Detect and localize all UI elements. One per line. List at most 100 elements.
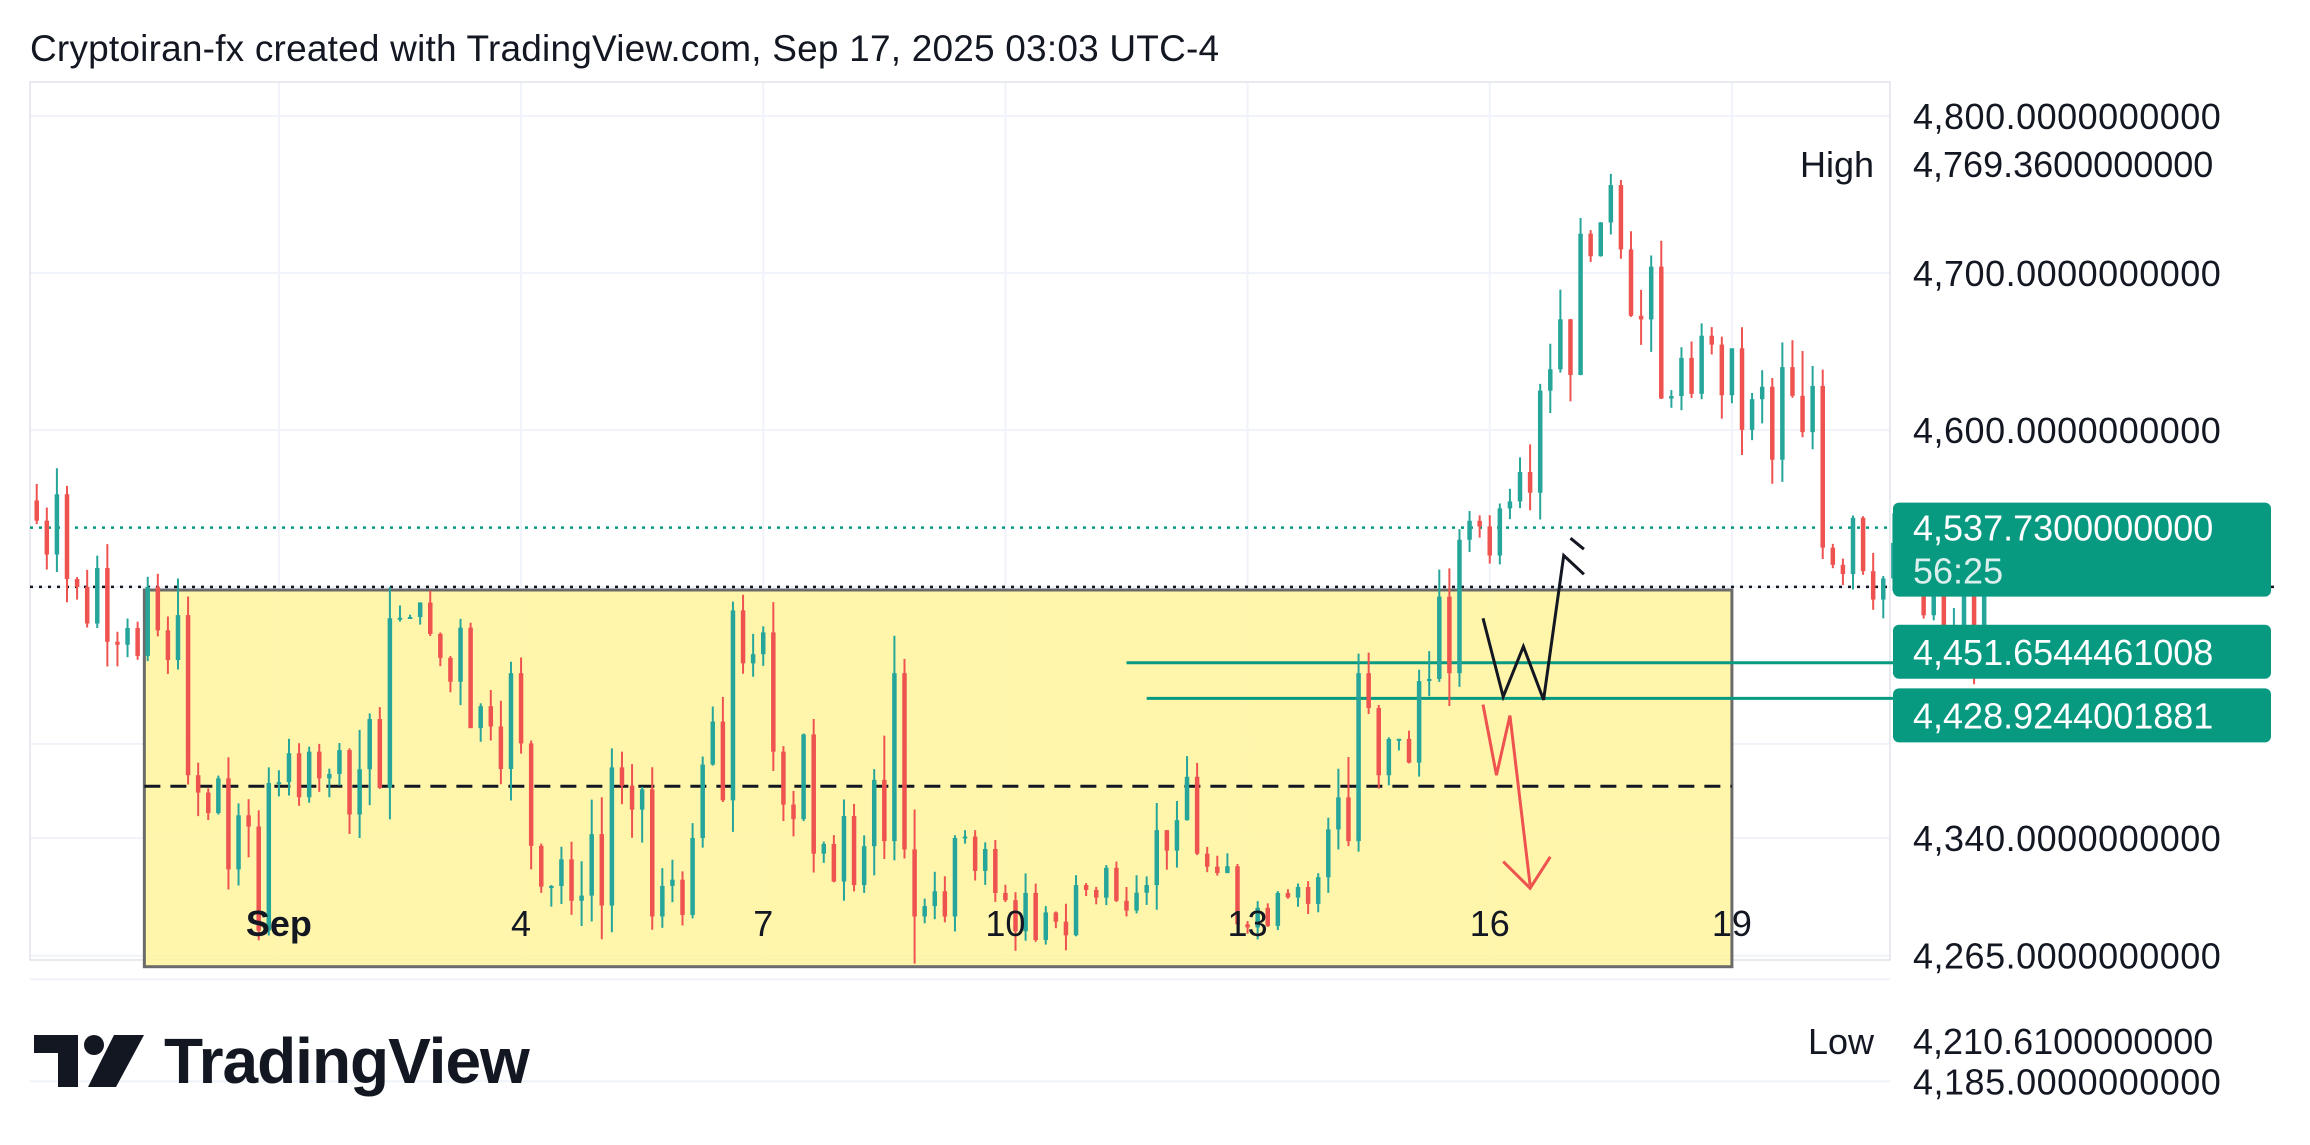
- y-tick-label: 4,185.0000000000: [1913, 1061, 2221, 1102]
- candle-body: [44, 520, 50, 555]
- candle: [549, 885, 554, 907]
- y-tick-label: 4,800.0000000000: [1913, 96, 2221, 137]
- candle-body: [1124, 900, 1129, 911]
- candle: [1305, 881, 1311, 914]
- candle: [811, 718, 816, 873]
- candle-body: [1578, 233, 1583, 375]
- candle-body: [115, 641, 120, 645]
- candle: [538, 843, 544, 893]
- candle-body: [771, 632, 776, 752]
- candle: [821, 841, 827, 863]
- candle: [1608, 173, 1614, 235]
- candle-body: [1527, 472, 1533, 493]
- candle: [993, 840, 998, 902]
- candle: [488, 690, 494, 741]
- candle: [660, 868, 665, 928]
- candle-body: [660, 885, 665, 917]
- candle: [276, 770, 282, 797]
- candle-body: [306, 751, 312, 798]
- candle-body: [720, 721, 726, 801]
- candle: [1204, 846, 1210, 873]
- candle-body: [125, 627, 130, 645]
- candle-body: [1820, 385, 1825, 548]
- candle: [296, 743, 302, 806]
- candle-body: [690, 838, 695, 915]
- candle-body: [1416, 681, 1422, 763]
- candle-body: [851, 816, 857, 886]
- candle: [1295, 883, 1301, 907]
- candle: [700, 756, 705, 848]
- candle: [1235, 864, 1240, 931]
- candle-body: [1507, 501, 1513, 509]
- candle: [317, 743, 322, 792]
- high-value: 4,769.3600000000: [1913, 144, 2213, 185]
- candle: [831, 835, 837, 883]
- candle-body: [377, 719, 383, 788]
- candle-body: [337, 750, 342, 774]
- candle: [942, 876, 948, 923]
- candle: [397, 605, 403, 622]
- candle: [1356, 653, 1361, 852]
- candle-body: [286, 753, 292, 783]
- candle: [1729, 348, 1735, 404]
- candle-body: [760, 632, 766, 655]
- axes: 4,800.0000000000 4,700.0000000000 4,600.00…: [246, 96, 2271, 1102]
- candle-body: [407, 617, 413, 620]
- candle-body: [1840, 564, 1846, 575]
- candle-body: [1285, 892, 1291, 898]
- candle-body: [1184, 776, 1190, 821]
- candle-body: [478, 706, 483, 729]
- candle-body: [488, 706, 494, 727]
- candle: [54, 468, 60, 573]
- candle-body: [458, 627, 463, 682]
- candle: [74, 577, 80, 600]
- candle-body: [599, 834, 605, 906]
- candle-body: [216, 778, 221, 814]
- tradingview-logo[interactable]: TradingView: [34, 1024, 530, 1098]
- candle: [1618, 180, 1624, 259]
- candle-body: [1638, 315, 1644, 320]
- candle-body: [1326, 829, 1331, 878]
- candle-body: [1729, 348, 1735, 396]
- candle: [165, 616, 171, 674]
- candle: [1194, 762, 1200, 856]
- candle: [1780, 342, 1785, 482]
- candle: [498, 700, 504, 785]
- candle: [680, 871, 685, 926]
- candle-body: [629, 785, 635, 810]
- candle-body: [266, 783, 272, 931]
- candle: [387, 586, 393, 820]
- level-value: 4,451.6544461008: [1913, 632, 2213, 673]
- candle-body: [871, 779, 877, 847]
- candle-body: [730, 610, 736, 801]
- candle: [1174, 801, 1180, 868]
- candle: [619, 751, 625, 805]
- candle-body: [1537, 390, 1543, 493]
- candle-body: [670, 879, 675, 886]
- candle-body: [1315, 877, 1321, 904]
- candle: [528, 740, 534, 870]
- candle: [206, 788, 211, 821]
- candle-body: [811, 734, 816, 854]
- candle: [508, 661, 514, 801]
- candle-body: [1749, 399, 1755, 430]
- candle: [1537, 383, 1543, 520]
- candle: [1426, 651, 1432, 697]
- candle: [1669, 390, 1674, 408]
- candle-body: [165, 630, 171, 661]
- candle-body: [902, 673, 907, 850]
- candle: [1396, 738, 1402, 751]
- candle-body: [246, 815, 251, 827]
- candle-body: [1669, 396, 1674, 399]
- candle: [95, 555, 100, 628]
- candle: [1558, 289, 1563, 373]
- candle-body: [962, 836, 968, 839]
- candle-body: [347, 750, 352, 815]
- candle: [1507, 488, 1513, 520]
- candle-body: [559, 859, 564, 887]
- candle-body: [1800, 395, 1805, 433]
- candle: [599, 797, 605, 940]
- candle-body: [609, 767, 615, 906]
